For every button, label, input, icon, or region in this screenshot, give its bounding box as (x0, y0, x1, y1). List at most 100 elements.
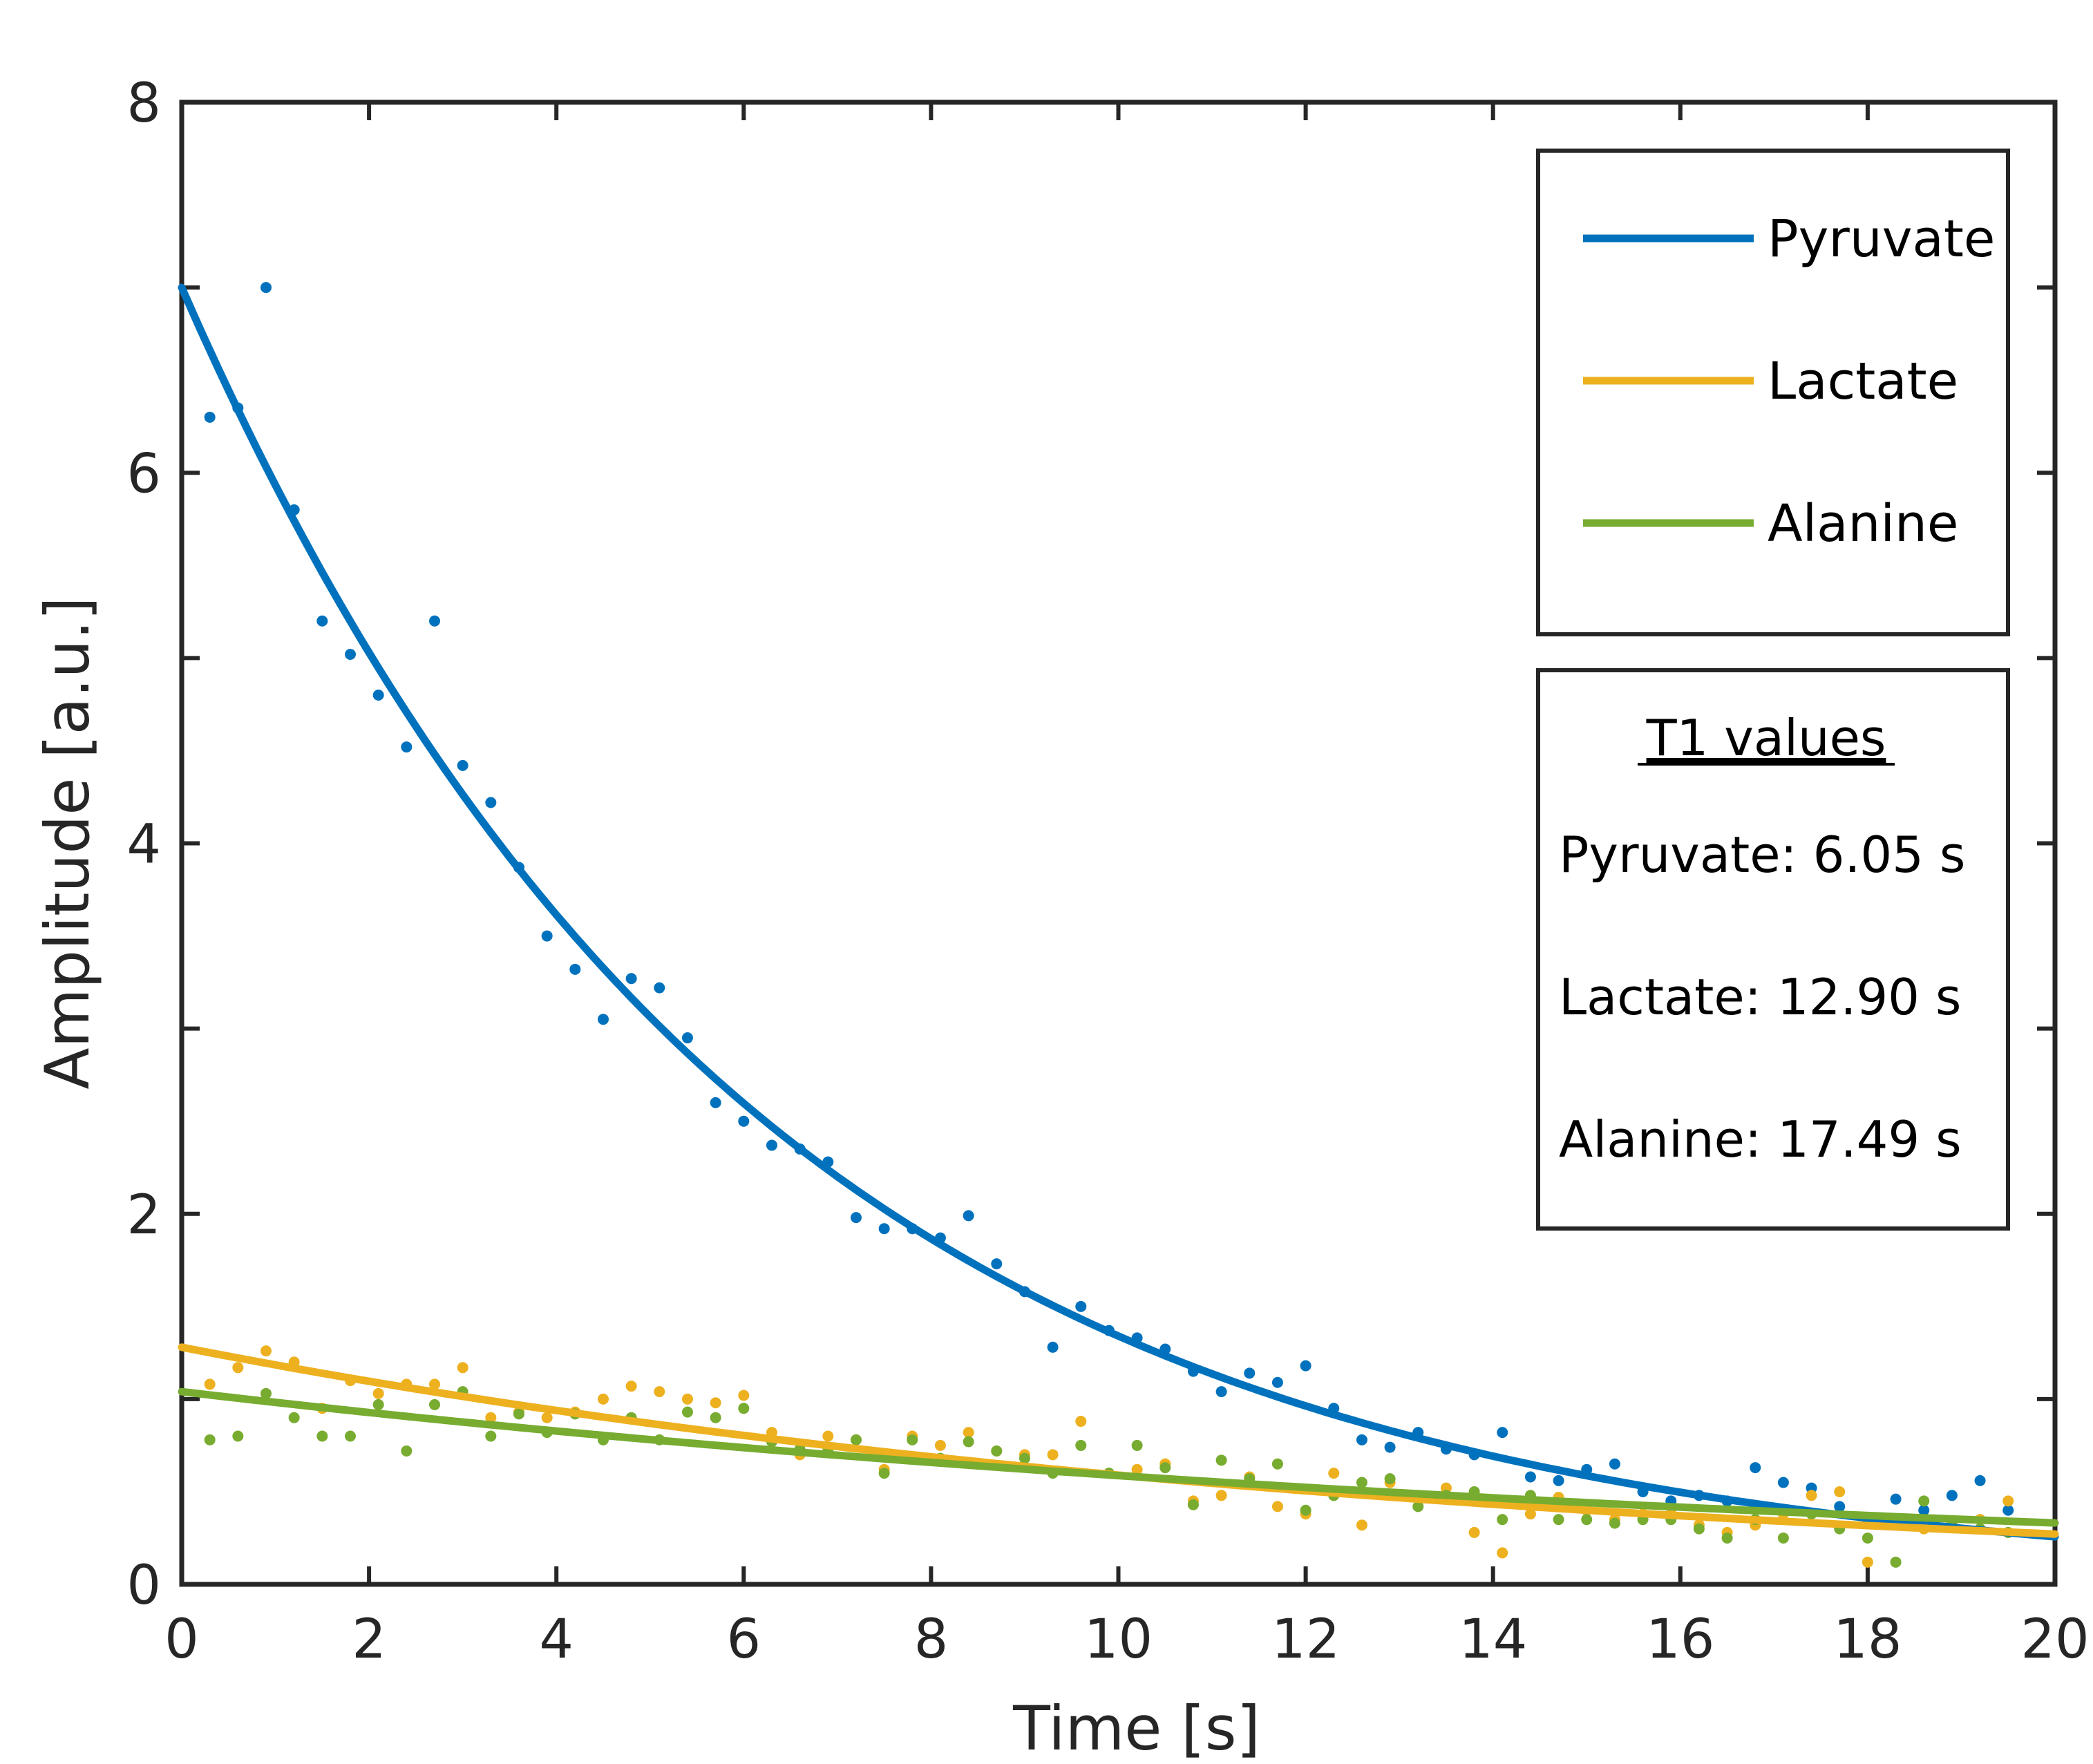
legend-label-alanine: Alanine (1768, 494, 1958, 553)
alanine-data-point (710, 1412, 721, 1423)
y-tick-label: 4 (126, 814, 161, 876)
legend-label-lactate: Lactate (1768, 352, 1958, 411)
alanine-data-point (316, 1430, 328, 1442)
x-tick-label: 8 (914, 1609, 949, 1671)
t1-value-alanine: Alanine: 17.49 s (1559, 1110, 1962, 1168)
alanine-data-point (204, 1434, 216, 1445)
pyruvate-data-point (428, 615, 440, 627)
alanine-data-point (401, 1445, 413, 1457)
alanine-data-point (1777, 1532, 1789, 1544)
alanine-fit-curve (178, 1387, 2059, 1527)
y-tick-label: 2 (126, 1184, 161, 1246)
legend-box (1536, 149, 2010, 636)
pyruvate-data-point (1356, 1434, 1367, 1445)
lactate-data-point (738, 1390, 750, 1401)
lactate-data-point (541, 1412, 553, 1423)
x-tick-label: 16 (1646, 1609, 1714, 1671)
alanine-data-point (738, 1403, 750, 1414)
alanine-data-point (344, 1430, 356, 1442)
x-tick-label: 4 (539, 1609, 574, 1671)
alanine-data-point (1693, 1523, 1705, 1535)
alanine-data-point (1131, 1439, 1143, 1451)
lactate-data-point (654, 1386, 665, 1398)
pyruvate-data-point (766, 1139, 777, 1151)
pyruvate-data-point (597, 1014, 609, 1025)
y-axis-label: Amplitude [a.u.] (32, 596, 103, 1089)
pyruvate-data-point (1215, 1386, 1227, 1398)
alanine-data-point (1609, 1517, 1620, 1529)
pyruvate-data-point (260, 282, 272, 294)
x-tick-label: 18 (1833, 1609, 1902, 1671)
alanine-data-point (1412, 1501, 1424, 1512)
pyruvate-data-point (878, 1223, 890, 1235)
alanine-data-point (1356, 1477, 1367, 1488)
alanine-data-point (878, 1468, 890, 1479)
pyruvate-data-point (1609, 1458, 1620, 1470)
lactate-data-point (1131, 1463, 1143, 1475)
alanine-data-point (1019, 1452, 1030, 1464)
pyruvate-data-point (1271, 1376, 1283, 1388)
alanine-data-point (1300, 1504, 1311, 1516)
lactate-data-point (260, 1345, 272, 1357)
t1-annotation: T1 values Pyruvate: 6.05 s Lactate: 12.9… (1536, 668, 2010, 1231)
lactate-data-point (1271, 1501, 1283, 1512)
alanine-data-point (1721, 1532, 1733, 1544)
lactate-data-point (428, 1378, 440, 1390)
x-tick-label: 6 (726, 1609, 761, 1671)
y-tick-label: 6 (126, 443, 161, 505)
alanine-data-point (1271, 1458, 1283, 1470)
alanine-data-point (372, 1398, 384, 1410)
lactate-data-point (232, 1362, 244, 1374)
lactate-data-point (485, 1412, 497, 1423)
pyruvate-data-point (963, 1210, 974, 1222)
lactate-data-point (1806, 1490, 1817, 1501)
pyruvate-data-point (1974, 1474, 1986, 1486)
pyruvate-data-point (681, 1032, 693, 1044)
x-tick-label: 0 (164, 1609, 199, 1671)
x-tick-label: 20 (2020, 1609, 2089, 1671)
lactate-data-point (1075, 1416, 1087, 1428)
lactate-data-point (2002, 1495, 2014, 1507)
lactate-data-point (372, 1387, 384, 1399)
alanine-data-point (1890, 1556, 1902, 1568)
lactate-data-point (1497, 1547, 1508, 1559)
lactate-data-point (1468, 1526, 1480, 1538)
alanine-data-point (681, 1406, 693, 1418)
x-tick-label: 12 (1271, 1609, 1340, 1671)
alanine-data-point (428, 1398, 440, 1410)
lactate-data-point (963, 1427, 974, 1439)
alanine-data-point (991, 1445, 1003, 1457)
pyruvate-data-point (457, 759, 468, 771)
alanine-data-point (1075, 1439, 1087, 1451)
lactate-data-point (1356, 1519, 1367, 1531)
pyruvate-data-point (1497, 1427, 1508, 1439)
pyruvate-fit-curve (178, 283, 2059, 1541)
pyruvate-data-point (372, 690, 384, 701)
pyruvate-data-point (1524, 1471, 1536, 1483)
pyruvate-data-point (2002, 1504, 2014, 1516)
lactate-data-point (625, 1381, 637, 1392)
alanine-data-point (1187, 1499, 1199, 1510)
pyruvate-data-point (569, 963, 581, 975)
alanine-data-point (513, 1408, 524, 1420)
pyruvate-data-point (204, 411, 216, 423)
t1-value-lactate: Lactate: 12.90 s (1559, 968, 1961, 1026)
pyruvate-data-point (1946, 1490, 1958, 1501)
alanine-data-point (1215, 1454, 1227, 1466)
axis-tick-labels: 0 2 4 6 8 10 12 14 16 18 20 0 2 4 6 8 (126, 73, 2089, 1671)
pyruvate-data-point (654, 982, 665, 994)
pyruvate-data-point (541, 930, 553, 942)
pyruvate-data-point (401, 741, 413, 753)
pyruvate-data-point (1890, 1493, 1902, 1505)
pyruvate-data-point (1553, 1474, 1564, 1486)
lactate-data-point (1524, 1508, 1536, 1520)
alanine-data-point (1918, 1495, 1930, 1507)
fit-curves (178, 283, 2059, 1541)
lactate-data-point (681, 1393, 693, 1405)
legend-label-pyruvate: Pyruvate (1768, 209, 1995, 269)
lactate-data-point (597, 1393, 609, 1405)
alanine-data-point (1384, 1473, 1396, 1485)
pyruvate-data-point (1384, 1441, 1396, 1453)
alanine-data-point (1553, 1514, 1564, 1526)
